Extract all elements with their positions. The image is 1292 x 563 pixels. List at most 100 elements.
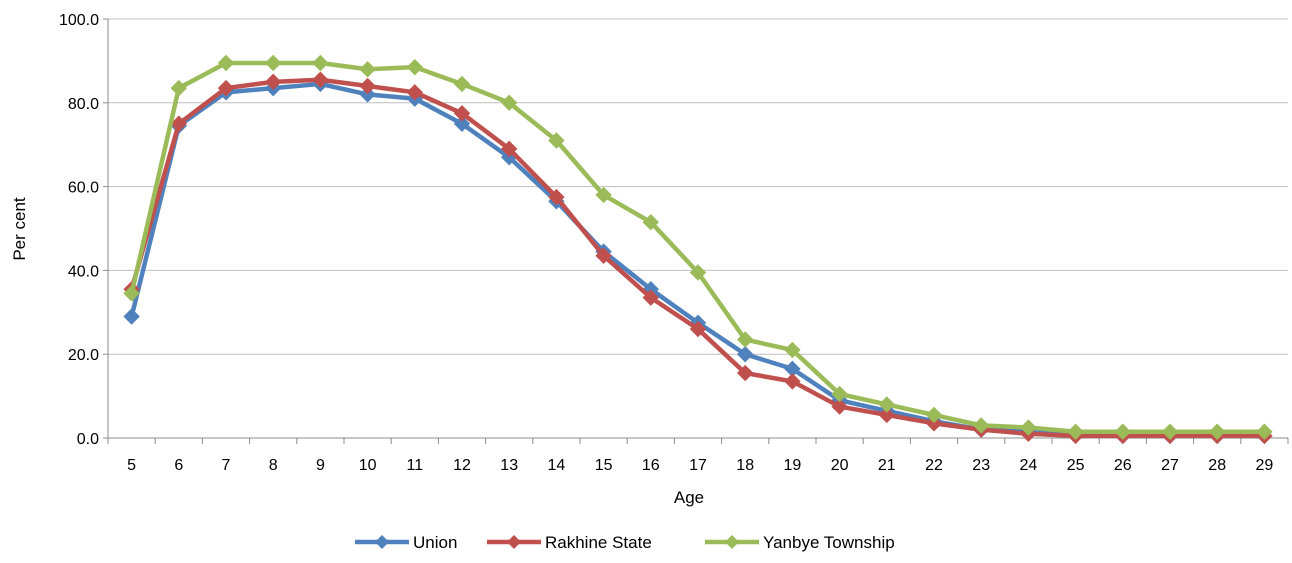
data-point-marker	[453, 115, 471, 132]
data-point-marker	[359, 86, 376, 103]
data-point-marker	[736, 364, 754, 382]
data-point-marker	[264, 54, 282, 72]
x-tick-label: 21	[878, 457, 896, 474]
x-tick-label: 6	[174, 457, 183, 474]
legend-label: Yanbye Township	[763, 533, 895, 552]
data-point-marker	[1256, 423, 1273, 440]
data-point-marker	[831, 385, 848, 403]
data-point-marker	[170, 115, 188, 132]
data-point-marker	[736, 331, 754, 348]
data-point-marker	[784, 341, 801, 359]
x-tick-label: 28	[1208, 457, 1226, 474]
x-tick-label: 22	[925, 457, 943, 474]
data-point-marker	[123, 308, 140, 325]
y-tick-label: 100.0	[59, 12, 99, 29]
x-tick-label: 13	[500, 457, 518, 474]
data-point-marker	[359, 77, 376, 95]
y-tick-label: 20.0	[68, 347, 99, 364]
data-point-marker	[1020, 419, 1037, 436]
data-point-marker	[548, 188, 565, 206]
series-yanbye-township	[123, 54, 1273, 440]
data-point-marker	[1161, 423, 1179, 440]
x-tick-label: 16	[642, 457, 660, 474]
data-point-marker	[925, 415, 943, 432]
x-tick-label: 26	[1114, 457, 1132, 474]
x-tick-label: 20	[831, 457, 849, 474]
x-tick-label: 5	[127, 457, 136, 474]
x-tick-label: 10	[359, 457, 377, 474]
series-rakhine-state	[123, 71, 1273, 445]
data-point-marker	[925, 406, 943, 424]
data-point-marker	[642, 289, 660, 306]
data-point-marker	[217, 79, 235, 97]
y-tick-label: 60.0	[68, 180, 99, 197]
data-point-marker	[264, 73, 282, 91]
data-point-marker	[689, 264, 707, 281]
y-tick-labels: 0.0 20.0 40.0 60.0 80.0 100.0	[59, 12, 99, 448]
data-series	[123, 54, 1273, 445]
y-axis-title: Per cent	[10, 197, 29, 261]
data-point-marker	[1208, 423, 1226, 440]
data-point-marker	[548, 132, 565, 149]
data-point-marker	[359, 61, 376, 78]
legend-marker	[375, 535, 389, 549]
legend-item: Yanbye Township	[705, 533, 895, 552]
legend-marker	[507, 535, 521, 549]
data-point-marker	[500, 94, 518, 112]
data-point-marker	[642, 214, 660, 231]
data-point-marker	[406, 58, 424, 76]
data-point-marker	[689, 320, 707, 338]
x-tick-label: 9	[316, 457, 325, 474]
x-tick-label: 25	[1067, 457, 1085, 474]
data-point-marker	[1114, 423, 1132, 440]
series-union	[123, 75, 1273, 445]
legend-label: Rakhine State	[545, 533, 652, 552]
y-tick-label: 0.0	[77, 431, 99, 448]
x-tick-label: 23	[972, 457, 990, 474]
x-tick-label: 7	[222, 457, 231, 474]
data-point-marker	[878, 396, 896, 413]
data-point-marker	[312, 71, 329, 88]
x-tick-label: 17	[689, 457, 707, 474]
data-point-marker	[595, 186, 612, 204]
y-tick-label: 80.0	[68, 96, 99, 113]
data-point-marker	[1067, 423, 1084, 440]
x-tick-label: 14	[548, 457, 566, 474]
x-tick-label: 29	[1256, 457, 1274, 474]
data-point-marker	[170, 79, 188, 97]
x-tick-label: 12	[453, 457, 471, 474]
legend-item: Union	[355, 533, 457, 552]
x-tick-label: 18	[736, 457, 754, 474]
x-tick-label: 27	[1161, 457, 1179, 474]
x-tick-label: 19	[784, 457, 802, 474]
legend-label: Union	[413, 533, 457, 552]
data-point-marker	[595, 247, 612, 264]
data-point-marker	[500, 140, 518, 158]
legend-marker	[725, 535, 739, 549]
data-point-marker	[123, 285, 140, 302]
data-point-marker	[217, 54, 235, 72]
x-tick-label: 15	[595, 457, 613, 474]
x-axis-title: Age	[674, 488, 704, 507]
x-tick-label: 11	[406, 457, 423, 474]
data-point-marker	[312, 54, 329, 72]
data-point-marker	[831, 398, 848, 415]
data-point-marker	[406, 84, 424, 101]
y-tick-label: 40.0	[68, 263, 99, 280]
x-tick-label: 8	[269, 457, 278, 474]
legend: Union Rakhine State Yanbye Township	[355, 533, 895, 552]
legend-item: Rakhine State	[487, 533, 652, 552]
data-point-marker	[784, 373, 801, 390]
data-point-marker	[736, 345, 754, 363]
data-point-marker	[878, 406, 896, 424]
data-point-marker	[453, 75, 471, 93]
data-point-marker	[972, 417, 990, 434]
series-line	[129, 81, 1265, 439]
gridlines	[108, 18, 1288, 355]
x-tick-label: 24	[1020, 457, 1038, 474]
series-line	[129, 77, 1265, 439]
data-point-marker	[453, 105, 471, 122]
x-tick-labels: 5 6 7 8 9 10 11 12 13 14 15 16 17 18 19 20 21 22 23 24 25 26 2…	[127, 457, 1273, 474]
